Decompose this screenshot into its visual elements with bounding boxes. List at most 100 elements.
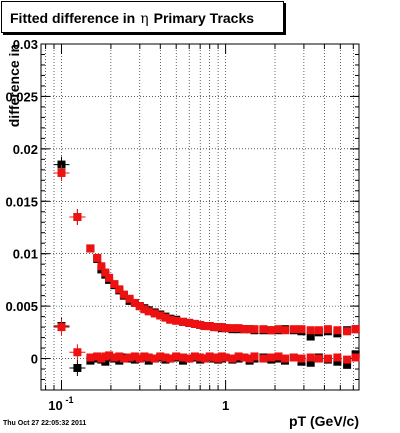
red-data-point bbox=[125, 353, 134, 362]
red-data-point bbox=[201, 354, 210, 363]
y-tick-label: 0.025 bbox=[5, 89, 38, 104]
red-data-point bbox=[221, 324, 230, 333]
red-data-point bbox=[201, 322, 210, 331]
red-data-point bbox=[245, 354, 254, 363]
x-axis-title: pT (GeV/c) bbox=[289, 413, 359, 429]
red-data-point bbox=[97, 262, 106, 271]
red-data-point bbox=[343, 355, 352, 364]
red-data-point bbox=[323, 354, 332, 363]
red-data-point bbox=[156, 352, 165, 361]
red-data-point bbox=[280, 326, 289, 335]
red-data-point bbox=[351, 353, 360, 362]
red-data-point bbox=[178, 317, 187, 326]
red-data-point bbox=[73, 348, 82, 357]
red-data-point bbox=[234, 352, 243, 361]
x-tick-label: 10 bbox=[48, 398, 62, 413]
red-data-point bbox=[228, 324, 237, 333]
black-data-point bbox=[343, 360, 352, 369]
black-data-point bbox=[73, 363, 82, 372]
red-data-point bbox=[250, 352, 259, 361]
red-data-point bbox=[250, 325, 259, 334]
red-data-point bbox=[150, 354, 159, 363]
red-data-point bbox=[93, 352, 102, 361]
red-data-point bbox=[297, 354, 306, 363]
red-data-point bbox=[205, 322, 214, 331]
red-data-point bbox=[351, 325, 360, 334]
red-data-point bbox=[196, 353, 205, 362]
x-tick-label: 1 bbox=[222, 398, 229, 413]
red-data-point bbox=[228, 354, 237, 363]
y-tick-label: 0 bbox=[31, 352, 38, 367]
red-data-point bbox=[306, 353, 315, 362]
red-data-point bbox=[267, 353, 276, 362]
axis-labels: 0 0.005 0.01 0.015 0.02 0.025 0.03 10 -1 1 pT (GeV… bbox=[5, 37, 359, 429]
red-data-point bbox=[314, 354, 323, 363]
y-tick-label: 0.015 bbox=[5, 194, 38, 209]
x-tick-exponent: -1 bbox=[65, 395, 73, 405]
red-data-point bbox=[196, 320, 205, 329]
red-data-point bbox=[210, 353, 219, 362]
red-data-point bbox=[86, 244, 95, 253]
red-data-point bbox=[280, 354, 289, 363]
red-data-point bbox=[86, 353, 95, 362]
red-data-point bbox=[333, 353, 342, 362]
red-data-point bbox=[267, 326, 276, 335]
title-prefix: Fitted difference in bbox=[10, 10, 136, 26]
red-data-point bbox=[110, 353, 119, 362]
red-data-point bbox=[105, 273, 114, 282]
red-data-point bbox=[166, 354, 175, 363]
red-data-point bbox=[240, 353, 249, 362]
red-data-point bbox=[57, 323, 66, 332]
title-suffix: Primary Tracks bbox=[153, 10, 255, 26]
red-data-point bbox=[119, 354, 128, 363]
black-data-point bbox=[333, 357, 342, 366]
red-data-point bbox=[172, 316, 181, 325]
red-data-point bbox=[161, 353, 170, 362]
red-data-point bbox=[125, 294, 134, 303]
red-data-point bbox=[343, 327, 352, 336]
red-data-point bbox=[101, 268, 110, 277]
red-data-point bbox=[306, 326, 315, 335]
red-data-point bbox=[130, 298, 139, 307]
title-symbol: η bbox=[140, 11, 149, 27]
red-data-point bbox=[130, 352, 139, 361]
timestamp: Thu Oct 27 22:05:32 2011 bbox=[3, 420, 87, 427]
y-axis-title: difference in bbox=[6, 44, 22, 127]
red-data-point bbox=[110, 280, 119, 289]
red-data-point bbox=[245, 325, 254, 334]
red-data-point bbox=[185, 354, 194, 363]
red-data-point bbox=[178, 353, 187, 362]
red-data-point bbox=[333, 326, 342, 335]
red-data-point bbox=[323, 325, 332, 334]
black-data-point bbox=[306, 332, 315, 341]
red-data-point bbox=[150, 309, 159, 318]
red-data-point bbox=[144, 353, 153, 362]
red-data-point bbox=[240, 325, 249, 334]
red-data-point bbox=[161, 313, 170, 322]
red-data-point bbox=[274, 352, 283, 361]
red-data-point bbox=[205, 352, 214, 361]
black-data-point bbox=[115, 356, 124, 365]
red-data-point bbox=[297, 325, 306, 334]
red-data-point bbox=[190, 352, 199, 361]
red-data-point bbox=[140, 305, 149, 314]
title-box: Fitted difference in η Primary Tracks bbox=[1, 1, 284, 33]
red-data-point bbox=[314, 326, 323, 335]
red-data-point bbox=[93, 253, 102, 262]
red-data-point bbox=[140, 352, 149, 361]
red-data-point bbox=[289, 353, 298, 362]
red-data-point bbox=[135, 354, 144, 363]
y-tick-label: 0.03 bbox=[13, 37, 38, 52]
data-markers bbox=[53, 156, 360, 376]
red-data-point bbox=[274, 325, 283, 334]
red-data-point bbox=[73, 213, 82, 221]
red-data-point bbox=[156, 311, 165, 320]
red-data-point bbox=[289, 325, 298, 334]
chart-title: Fitted difference in η Primary Tracks bbox=[10, 10, 254, 27]
red-data-point bbox=[172, 352, 181, 361]
red-data-point bbox=[105, 351, 114, 360]
red-data-point bbox=[185, 318, 194, 327]
red-data-point bbox=[210, 323, 219, 332]
red-data-point bbox=[144, 307, 153, 316]
